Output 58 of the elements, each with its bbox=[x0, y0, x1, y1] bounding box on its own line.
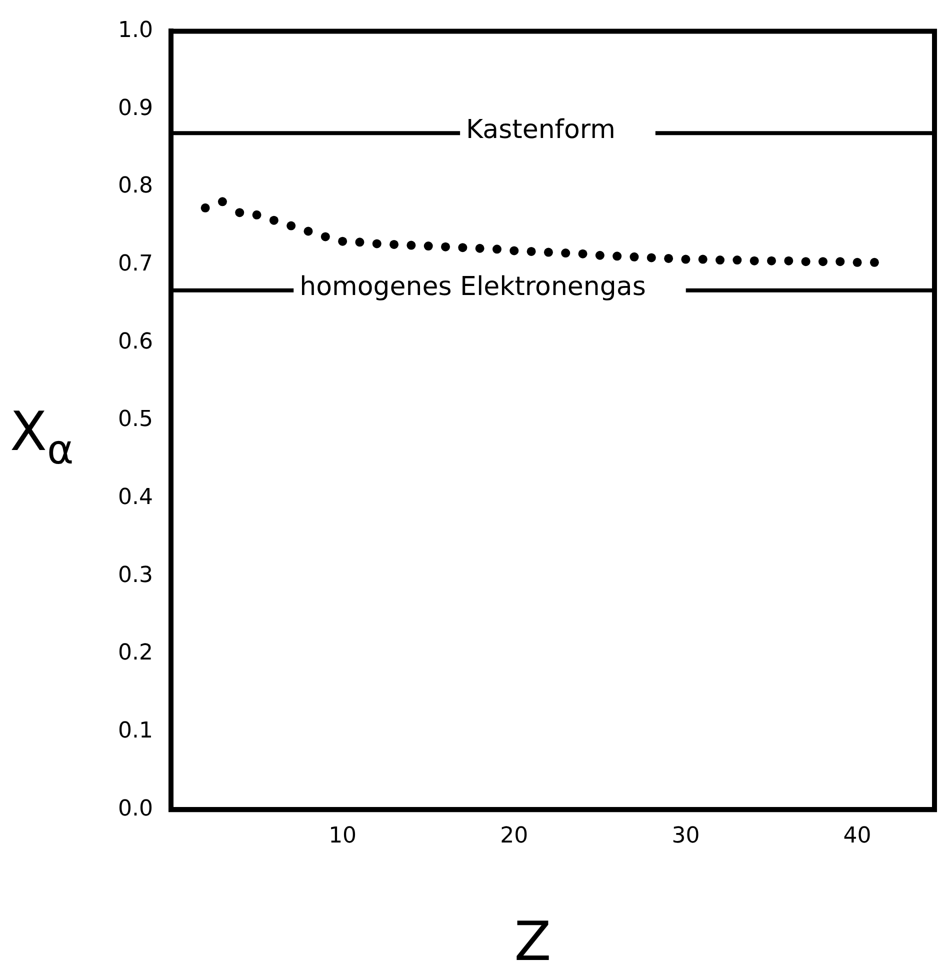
point bbox=[767, 256, 776, 266]
y-tick-label: 0.3 bbox=[118, 562, 153, 588]
ref-line-label: homogenes Elektronengas bbox=[300, 272, 646, 302]
point bbox=[750, 256, 759, 266]
point bbox=[681, 254, 690, 264]
ref-line-label: Kastenform bbox=[466, 114, 616, 145]
point bbox=[355, 238, 364, 247]
point bbox=[544, 248, 553, 257]
point bbox=[818, 257, 828, 266]
point bbox=[561, 248, 570, 258]
point bbox=[492, 244, 502, 254]
x-tick-label: 40 bbox=[843, 824, 872, 849]
point bbox=[784, 256, 794, 266]
point bbox=[320, 232, 330, 242]
y-tick-label: 0.4 bbox=[118, 484, 153, 510]
y-tick-label: 0.6 bbox=[118, 329, 153, 354]
point bbox=[286, 221, 296, 230]
point bbox=[304, 226, 313, 236]
point bbox=[526, 246, 536, 256]
point bbox=[475, 244, 484, 253]
point bbox=[252, 210, 262, 220]
point bbox=[218, 197, 227, 206]
point bbox=[836, 257, 845, 266]
point bbox=[510, 246, 519, 256]
point bbox=[441, 242, 450, 252]
point bbox=[870, 258, 879, 267]
point bbox=[424, 242, 433, 251]
point bbox=[664, 254, 674, 263]
point bbox=[612, 252, 622, 261]
y-tick-label: 0.7 bbox=[118, 251, 153, 276]
point bbox=[372, 239, 382, 248]
point bbox=[235, 208, 244, 218]
x-axis-title: Z bbox=[514, 910, 552, 969]
point bbox=[578, 249, 588, 258]
y-tick-label: 0.8 bbox=[118, 174, 153, 199]
point bbox=[595, 250, 604, 260]
y-tick-label: 0.0 bbox=[118, 796, 153, 822]
point bbox=[200, 203, 210, 212]
point bbox=[338, 236, 348, 246]
point bbox=[458, 243, 468, 252]
x-tick-label: 30 bbox=[672, 824, 700, 849]
y-tick-label: 0.9 bbox=[118, 96, 153, 121]
y-tick-label: 0.1 bbox=[118, 718, 153, 744]
y-tick-label: 0.5 bbox=[118, 407, 153, 432]
y-tick-label: 0.2 bbox=[118, 640, 153, 666]
point bbox=[630, 252, 639, 262]
point bbox=[390, 240, 399, 249]
point bbox=[698, 254, 708, 264]
point bbox=[852, 258, 862, 267]
y-tick-label: 1.0 bbox=[118, 18, 153, 43]
point bbox=[269, 216, 278, 225]
point bbox=[406, 240, 416, 250]
x-tick-label: 10 bbox=[328, 824, 357, 849]
point bbox=[716, 256, 725, 265]
x-tick-label: 20 bbox=[500, 824, 528, 849]
point bbox=[801, 257, 810, 266]
point bbox=[646, 253, 656, 262]
point bbox=[732, 256, 742, 265]
